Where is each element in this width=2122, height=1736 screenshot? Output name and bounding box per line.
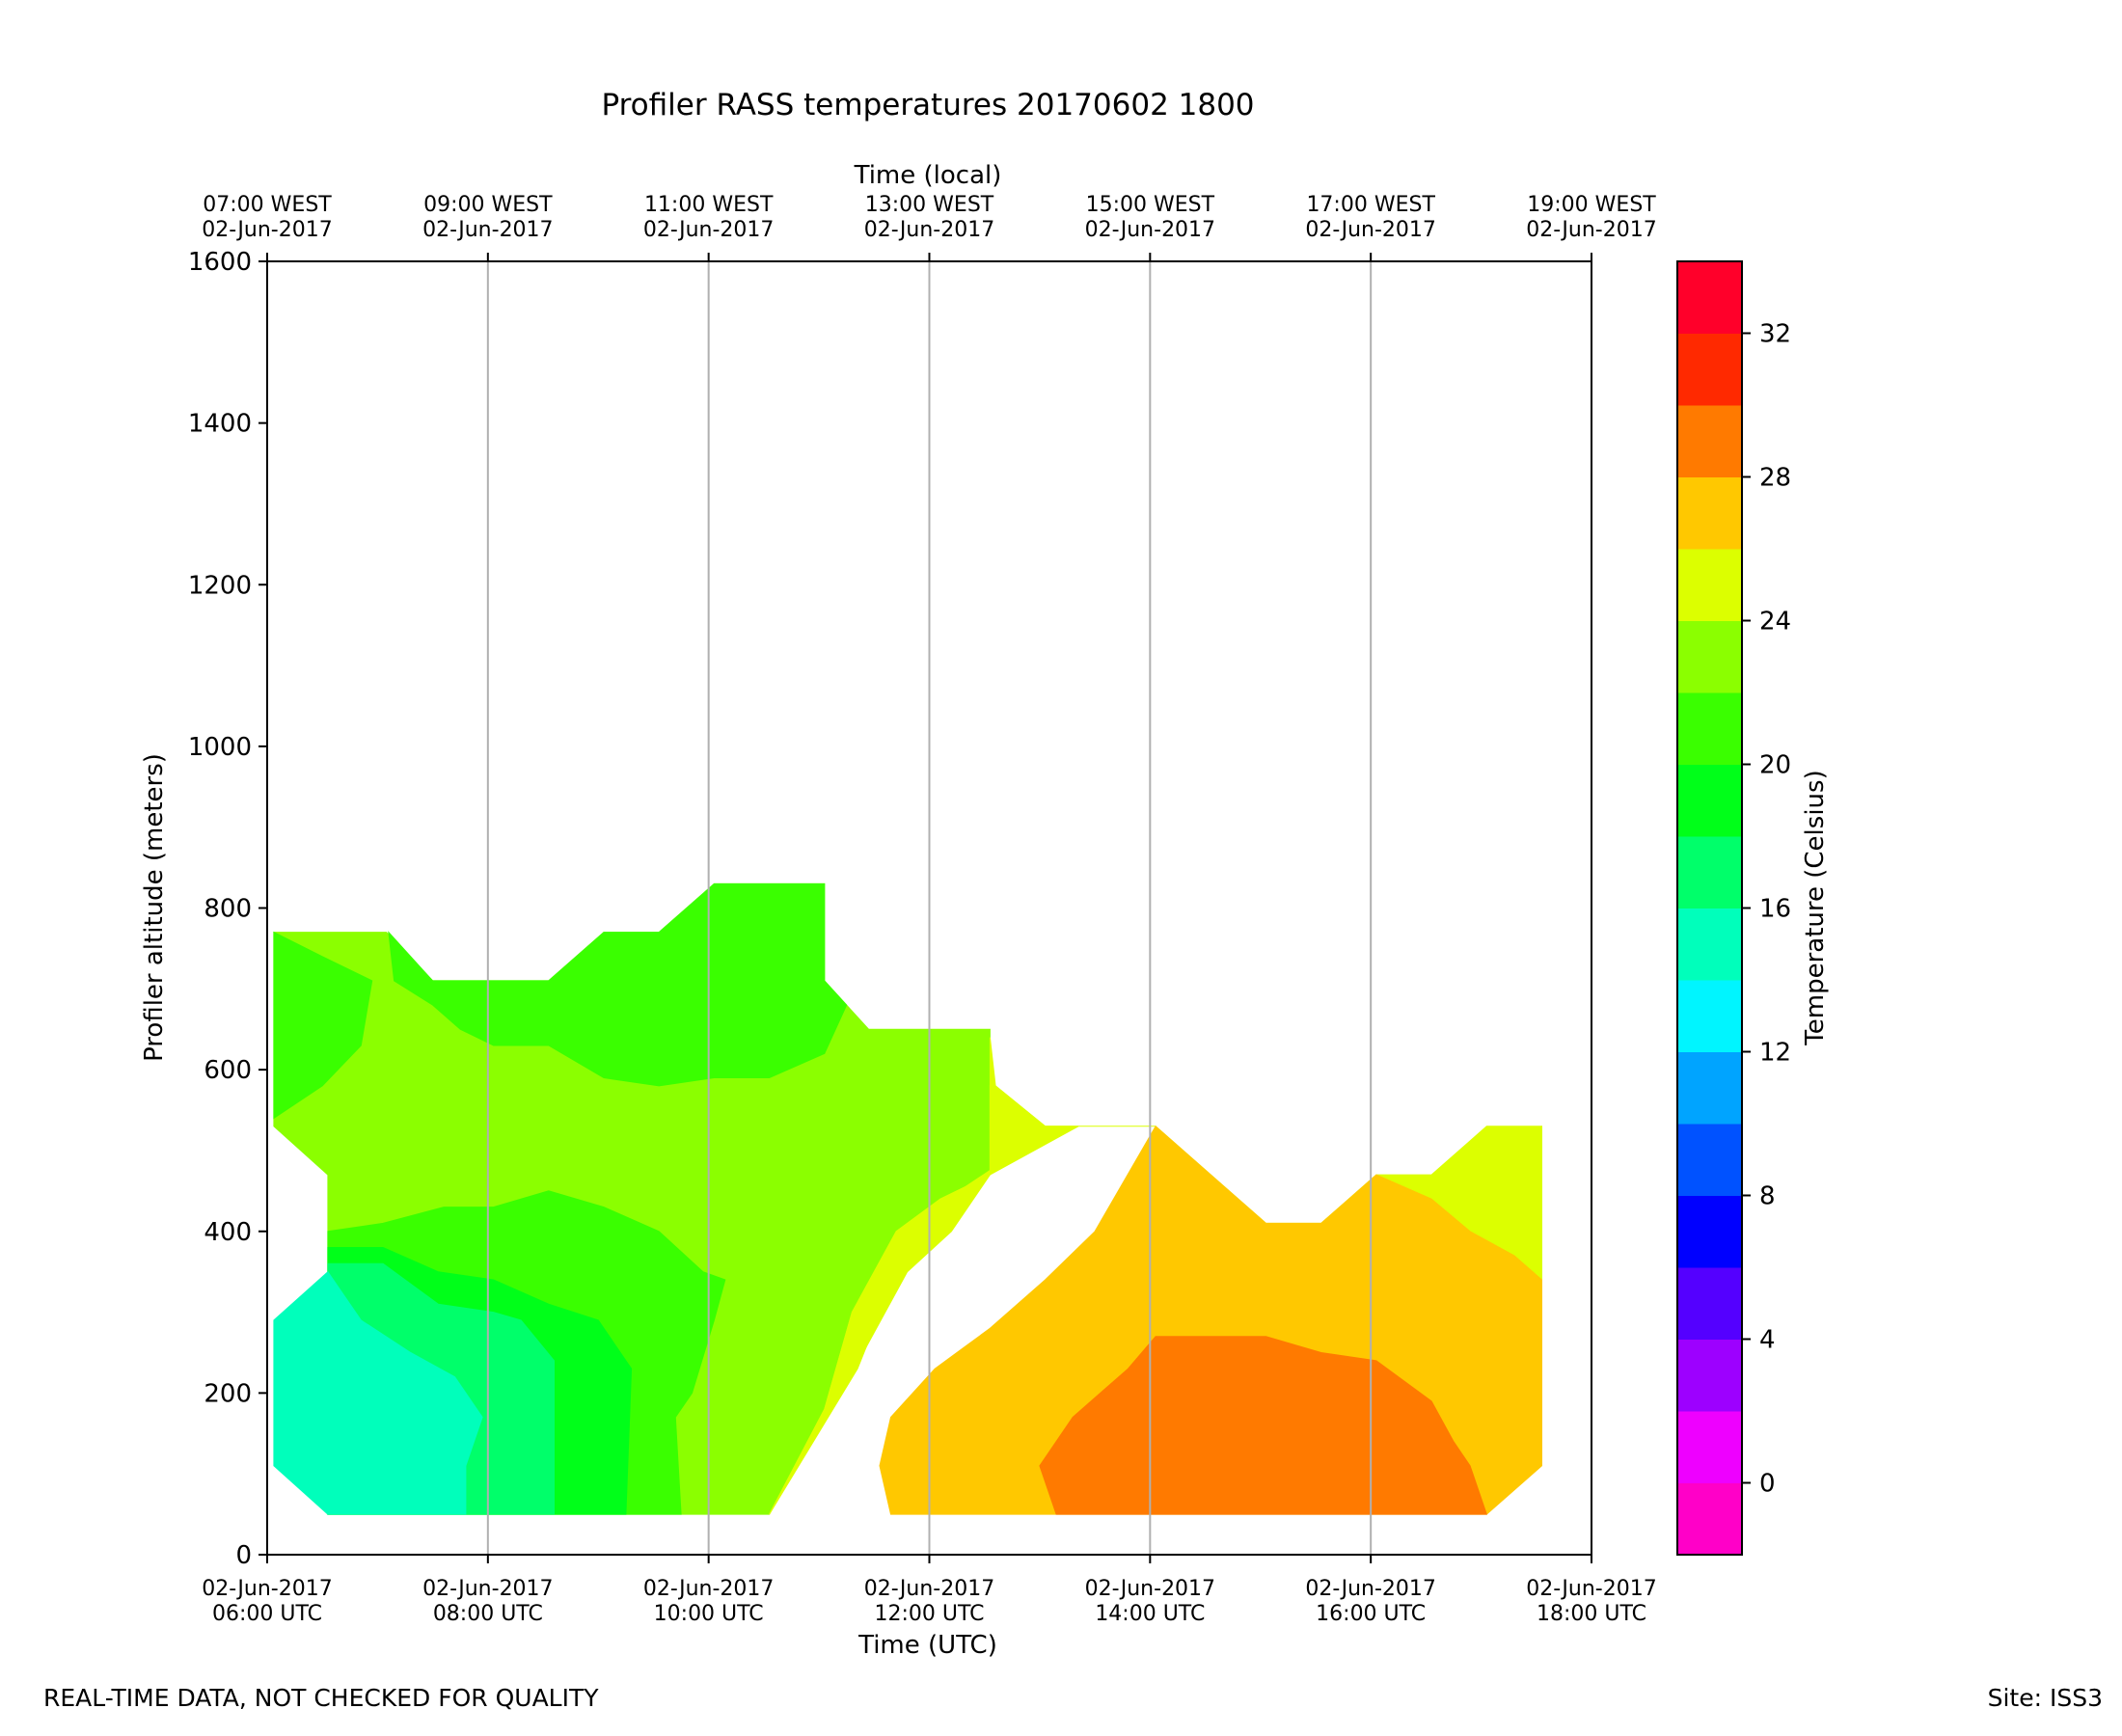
colorbar-segment-7 [1677, 980, 1742, 1052]
colorbar-segment-0 [1677, 1482, 1742, 1556]
x-top-tick-date-6: 02-Jun-2017 [1526, 218, 1656, 242]
colorbar-segment-11 [1677, 692, 1742, 765]
x-top-tick-date-0: 02-Jun-2017 [202, 218, 332, 242]
colorbar-tick-label-8: 32 [1759, 320, 1791, 349]
x-tick-date-4: 02-Jun-2017 [1085, 1577, 1215, 1601]
y-axis-ticks: 0 200 400 600 800 1000 1200 1400 1600 [188, 248, 267, 1570]
contour-region-10 [1039, 1336, 1487, 1515]
x-top-tick-time-3: 13:00 WEST [865, 193, 994, 217]
contour-regions [273, 882, 1542, 1515]
y-tick-label-4: 800 [204, 895, 252, 924]
y-tick-label-5: 1000 [188, 733, 252, 762]
x-tick-time-2: 10:00 UTC [654, 1602, 764, 1626]
x-axis-label: Time (UTC) [857, 1631, 997, 1660]
x-tick-date-6: 02-Jun-2017 [1526, 1577, 1656, 1601]
x-tick-time-3: 12:00 UTC [874, 1602, 984, 1626]
contour-region-8 [769, 1037, 1079, 1515]
x-top-tick-time-4: 15:00 WEST [1086, 193, 1215, 217]
quality-disclaimer: REAL-TIME DATA, NOT CHECKED FOR QUALITY [43, 1684, 599, 1712]
x-top-tick-date-2: 02-Jun-2017 [643, 218, 774, 242]
y-tick-label-2: 400 [204, 1218, 252, 1247]
x-tick-date-0: 02-Jun-2017 [202, 1577, 332, 1601]
x-top-tick-time-6: 19:00 WEST [1527, 193, 1656, 217]
x-tick-date-2: 02-Jun-2017 [643, 1577, 774, 1601]
colorbar-segment-9 [1677, 836, 1742, 909]
x-top-tick-date-3: 02-Jun-2017 [864, 218, 994, 242]
colorbar-tick-label-3: 12 [1759, 1039, 1791, 1068]
site-label: Site: ISS3 [1987, 1684, 2103, 1712]
colorbar-segment-10 [1677, 764, 1742, 837]
contour-region-1 [273, 931, 373, 1120]
colorbar-segment-12 [1677, 620, 1742, 693]
y-tick-label-3: 600 [204, 1056, 252, 1085]
x-tick-date-3: 02-Jun-2017 [864, 1577, 994, 1601]
colorbar-segment-5 [1677, 1124, 1742, 1196]
x-tick-date-5: 02-Jun-2017 [1305, 1577, 1435, 1601]
colorbar-tick-label-1: 4 [1759, 1326, 1776, 1355]
x-axis-top-label: Time (local) [854, 161, 1002, 190]
colorbar-segment-2 [1677, 1339, 1742, 1412]
x-top-tick-time-2: 11:00 WEST [644, 193, 774, 217]
y-tick-label-7: 1400 [188, 410, 252, 439]
colorbar-tick-label-7: 28 [1759, 464, 1791, 493]
colorbar-tick-label-0: 0 [1759, 1470, 1776, 1499]
x-tick-time-6: 18:00 UTC [1537, 1602, 1646, 1626]
contour-region-2 [388, 882, 848, 1087]
y-tick-label-6: 1200 [188, 571, 252, 600]
y-axis-label: Profiler altitude (meters) [140, 753, 169, 1062]
colorbar-tick-label-2: 8 [1759, 1182, 1776, 1211]
y-tick-label-0: 0 [235, 1541, 252, 1570]
colorbar-segment-14 [1677, 476, 1742, 550]
x-tick-time-1: 08:00 UTC [433, 1602, 543, 1626]
colorbar-segment-16 [1677, 333, 1742, 406]
x-tick-time-4: 14:00 UTC [1095, 1602, 1205, 1626]
chart-title: Profiler RASS temperatures 20170602 1800 [601, 88, 1254, 122]
colorbar-ticks: 0 4 8 12 16 20 24 28 32 [1742, 320, 1791, 1499]
colorbar-segment-6 [1677, 1051, 1742, 1125]
y-tick-label-1: 200 [204, 1379, 252, 1408]
x-top-tick-date-4: 02-Jun-2017 [1085, 218, 1215, 242]
x-top-tick-time-0: 07:00 WEST [203, 193, 332, 217]
colorbar [1676, 260, 1743, 1556]
colorbar-tick-label-5: 20 [1759, 751, 1791, 780]
x-top-tick-date-1: 02-Jun-2017 [422, 218, 553, 242]
colorbar-segment-13 [1677, 549, 1742, 621]
x-top-tick-time-5: 17:00 WEST [1306, 193, 1435, 217]
x-tick-date-1: 02-Jun-2017 [422, 1577, 553, 1601]
x-top-tick-date-5: 02-Jun-2017 [1305, 218, 1435, 242]
contour-region-6 [273, 1270, 483, 1515]
colorbar-segment-4 [1677, 1195, 1742, 1268]
colorbar-tick-label-4: 16 [1759, 895, 1791, 924]
x-tick-time-0: 06:00 UTC [212, 1602, 322, 1626]
colorbar-segment-1 [1677, 1411, 1742, 1483]
colorbar-segment-15 [1677, 405, 1742, 477]
x-top-tick-time-1: 09:00 WEST [423, 193, 553, 217]
colorbar-segment-8 [1677, 908, 1742, 981]
colorbar-label: Temperature (Celsius) [1801, 770, 1830, 1045]
colorbar-segment-17 [1677, 261, 1742, 334]
colorbar-segment-3 [1677, 1267, 1742, 1340]
vertical-gridlines [486, 261, 1373, 1555]
y-tick-label-8: 1600 [188, 248, 252, 277]
x-tick-time-5: 16:00 UTC [1316, 1602, 1426, 1626]
colorbar-tick-label-6: 24 [1759, 608, 1791, 637]
